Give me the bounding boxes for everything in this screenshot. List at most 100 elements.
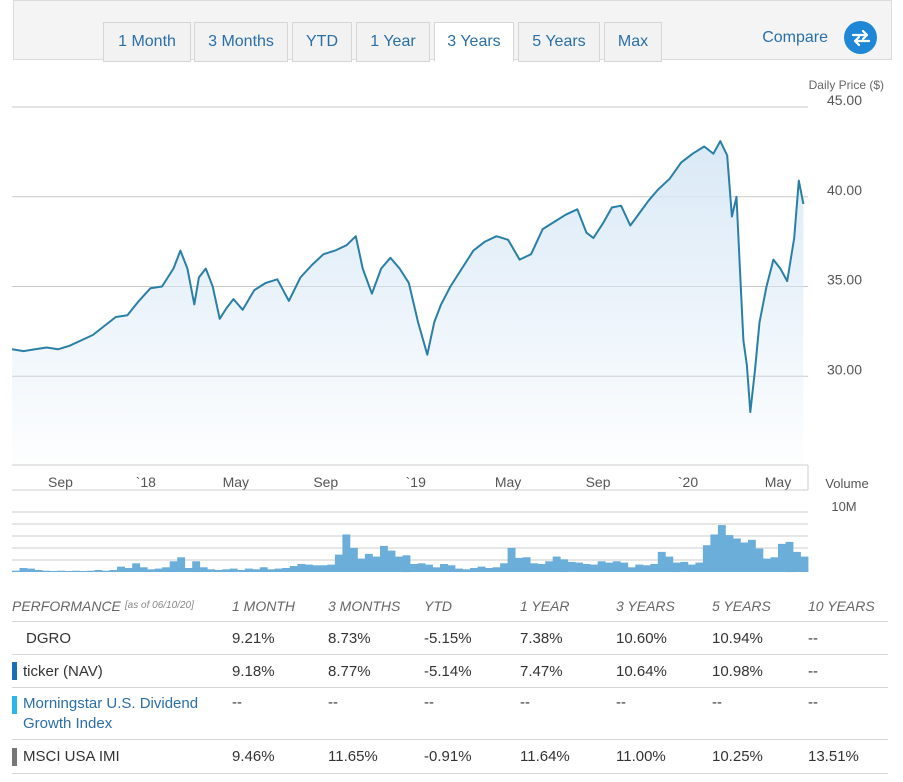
volume-bar xyxy=(79,571,88,572)
y-tick-label: 45.00 xyxy=(827,92,862,108)
y-tick-label: 40.00 xyxy=(827,182,862,198)
compare-control[interactable]: Compare xyxy=(762,21,877,54)
table-row: DGRO 9.21% 8.73% -5.15% 7.38% 10.60% 10.… xyxy=(12,622,888,655)
volume-bar xyxy=(222,569,231,572)
tab-max[interactable]: Max xyxy=(604,22,662,62)
volume-bar xyxy=(477,566,486,572)
volume-bar xyxy=(297,564,306,572)
price-volume-chart[interactable]: Daily Price ($) 45.00 40.00 35.00 30.00 Sep… xyxy=(0,60,903,580)
compare-label[interactable]: Compare xyxy=(762,28,828,46)
x-tick-label: `19 xyxy=(406,474,426,490)
volume-bar xyxy=(785,541,794,573)
volume-bar xyxy=(747,539,756,572)
table-cell: -- xyxy=(616,694,626,711)
table-cell: 9.46% xyxy=(232,748,275,765)
volume-bar xyxy=(778,543,786,572)
table-cell: -- xyxy=(520,694,530,711)
table-cell: 13.51% xyxy=(808,748,859,765)
volume-bar xyxy=(522,557,531,572)
index-link[interactable]: Morningstar U.S. Dividend Growth Index xyxy=(23,694,199,732)
performance-title: PERFORMANCE xyxy=(12,597,121,614)
table-cell: -- xyxy=(808,662,818,680)
volume-bar xyxy=(725,535,734,572)
as-of-date: [as of 06/10/20] xyxy=(124,600,194,611)
price-chart-area: Daily Price ($) 45.00 40.00 35.00 30.00 Sep… xyxy=(0,60,903,580)
volume-bar xyxy=(417,563,426,572)
volume-bar xyxy=(147,569,156,572)
price-axis-label: Daily Price ($) xyxy=(809,78,884,92)
volume-bar xyxy=(304,564,313,572)
performance-table: PERFORMANCE [as of 06/10/20] 1 MONTH 3 MO… xyxy=(12,590,888,774)
y-tick-label: 35.00 xyxy=(827,272,862,288)
volume-bar xyxy=(800,556,809,572)
volume-bar xyxy=(162,567,171,572)
volume-bar xyxy=(627,567,636,572)
volume-bar xyxy=(349,547,358,572)
table-cell: 7.38% xyxy=(520,629,563,647)
volume-bar xyxy=(680,561,689,572)
volume-bar xyxy=(492,567,501,572)
volume-bar xyxy=(657,551,666,572)
volume-bar xyxy=(762,558,771,572)
table-cell: -- xyxy=(808,694,818,711)
volume-bar xyxy=(229,568,238,572)
volume-bar xyxy=(327,564,336,572)
volume-bar xyxy=(665,556,674,572)
row-name: ticker (NAV) xyxy=(23,662,103,680)
x-tick-label: May xyxy=(495,474,521,490)
volume-bar xyxy=(455,568,463,572)
volume-bar xyxy=(590,564,599,572)
volume-tick-label: 10M xyxy=(831,499,856,514)
tab-1-month[interactable]: 1 Month xyxy=(103,22,191,62)
volume-bar xyxy=(177,557,186,572)
volume-bar xyxy=(612,561,621,572)
x-tick-label: May xyxy=(765,474,791,490)
tab-1-year[interactable]: 1 Year xyxy=(356,22,430,62)
x-tick-label: `20 xyxy=(678,474,698,490)
volume-bar xyxy=(109,570,118,572)
volume-bar xyxy=(57,570,65,572)
volume-bar xyxy=(687,564,696,572)
volume-bar xyxy=(530,563,539,572)
volume-bar xyxy=(117,566,125,572)
col-header: 1 YEAR xyxy=(520,597,570,614)
volume-bar xyxy=(695,562,704,572)
volume-bar xyxy=(169,561,178,572)
volume-bar xyxy=(567,561,576,572)
table-cell: 10.25% xyxy=(712,748,763,765)
tab-5-years[interactable]: 5 Years xyxy=(518,22,600,62)
volume-bar xyxy=(710,534,719,572)
table-cell: 9.18% xyxy=(232,662,275,680)
col-header: 10 YEARS xyxy=(808,597,875,614)
volume-bar xyxy=(717,525,726,572)
row-name: MSCI USA IMI xyxy=(23,748,120,765)
volume-bar xyxy=(395,556,403,572)
volume-bar xyxy=(545,561,554,572)
tab-3-months[interactable]: 3 Months xyxy=(194,22,288,62)
volume-bar xyxy=(732,538,741,572)
volume-bar xyxy=(274,568,283,572)
x-tick-label: May xyxy=(223,474,249,490)
compare-swap-icon[interactable] xyxy=(844,21,877,54)
volume-bar xyxy=(552,556,561,572)
volume-bar xyxy=(102,570,110,572)
col-header: 3 YEARS xyxy=(616,597,675,614)
volume-bar xyxy=(620,562,629,572)
tab-3-years[interactable]: 3 Years xyxy=(434,22,514,62)
legend-swatch xyxy=(12,662,17,680)
volume-bar xyxy=(42,570,50,572)
volume-bar xyxy=(184,568,193,572)
volume-bar xyxy=(49,571,58,572)
volume-bar xyxy=(740,542,749,572)
volume-bar xyxy=(372,556,381,572)
table-cell: -5.15% xyxy=(424,629,472,647)
table-cell: 9.21% xyxy=(232,629,275,647)
volume-bar xyxy=(605,562,614,572)
table-cell: 7.47% xyxy=(520,662,563,680)
performance-header-row: PERFORMANCE [as of 06/10/20] 1 MONTH 3 MO… xyxy=(12,590,888,622)
volume-bar xyxy=(485,568,493,572)
tab-ytd[interactable]: YTD xyxy=(292,22,352,62)
volume-bar xyxy=(597,561,606,572)
table-cell: 11.65% xyxy=(328,748,378,765)
volume-bar xyxy=(793,551,801,572)
